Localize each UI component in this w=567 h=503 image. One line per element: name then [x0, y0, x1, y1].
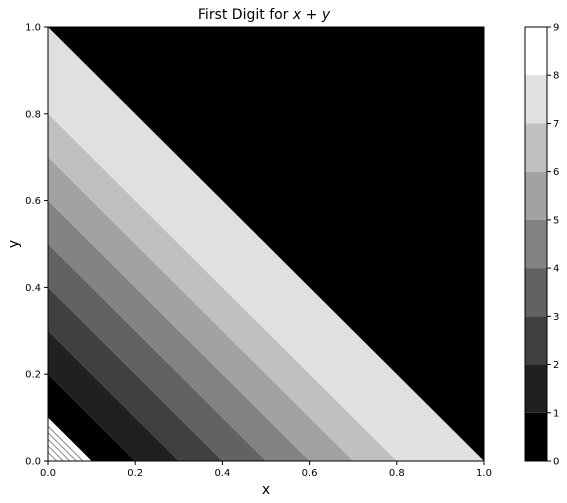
colorbar	[525, 27, 547, 461]
region-origin-stripe-1	[48, 445, 64, 461]
x-axis-ticks: 0.0 0.2 0.4 0.6 0.8 1.0	[40, 461, 492, 479]
plot-frame	[47, 26, 485, 462]
y-tick-label-2: 0.4	[25, 283, 41, 294]
y-tick-label-3: 0.6	[25, 196, 41, 207]
x-tick-label-3: 0.6	[302, 468, 318, 479]
y-axis-ticks: 0.0 0.2 0.4 0.6 0.8 1.0	[25, 23, 48, 468]
region-origin-stripe-3	[48, 432, 77, 461]
region-origin-stripe-4	[48, 425, 84, 461]
x-tick-label-0: 0.0	[40, 468, 56, 479]
colorbar-segment-1	[525, 364, 547, 413]
colorbar-tick-label-7: 7	[553, 119, 559, 130]
y-tick-label-0: 0.0	[25, 457, 41, 468]
region-origin-stripe-0	[48, 451, 58, 461]
x-tick-label-1: 0.2	[127, 468, 143, 479]
y-tick-label-4: 0.8	[25, 109, 41, 120]
x-axis-label: x	[262, 482, 270, 498]
region-digit-1-8	[48, 27, 484, 461]
plot-regions	[48, 27, 484, 461]
colorbar-segment-2	[525, 316, 547, 365]
x-tick-label-4: 0.8	[389, 468, 405, 479]
colorbar-tick-label-1: 1	[553, 408, 559, 419]
colorbar-tick-label-6: 6	[553, 167, 559, 178]
y-tick-label-1: 0.2	[25, 370, 41, 381]
x-tick-label-2: 0.4	[214, 468, 230, 479]
region-digit-6-5	[48, 157, 354, 461]
colorbar-tick-label-0: 0	[553, 457, 559, 468]
x-tick-label-5: 1.0	[476, 468, 492, 479]
colorbar-segment-3	[525, 268, 547, 317]
y-tick-label-5: 1.0	[25, 23, 41, 34]
colorbar-tick-label-8: 8	[553, 71, 559, 82]
colorbar-ticks: 0 1 2 3 4 5 6 7 8 9	[547, 23, 559, 468]
colorbar-segment-7	[525, 75, 547, 124]
colorbar-segment-0	[525, 412, 547, 461]
region-digit-5-4	[48, 200, 310, 461]
colorbar-tick-label-4: 4	[553, 264, 559, 275]
colorbar-tick-label-3: 3	[553, 312, 559, 323]
colorbar-segment-8	[525, 27, 547, 76]
colorbar-tick-label-2: 2	[553, 360, 559, 371]
colorbar-frame	[524, 26, 548, 462]
chart-title-math: x + y	[292, 7, 331, 23]
colorbar-tick-label-9: 9	[553, 23, 559, 34]
colorbar-tick-label-5: 5	[553, 215, 559, 226]
colorbar-segment-5	[525, 171, 547, 220]
svg-text:First Digit for x + y: First Digit for x + y	[198, 7, 331, 23]
chart-title-text: First Digit for	[198, 7, 289, 23]
region-digit-3-2	[48, 287, 223, 461]
chart-title: First Digit for x + y	[198, 7, 331, 23]
y-axis-label: y	[6, 240, 22, 248]
colorbar-segment-6	[525, 123, 547, 172]
colorbar-segment-4	[525, 219, 547, 269]
region-origin-stripe-2	[48, 438, 71, 461]
